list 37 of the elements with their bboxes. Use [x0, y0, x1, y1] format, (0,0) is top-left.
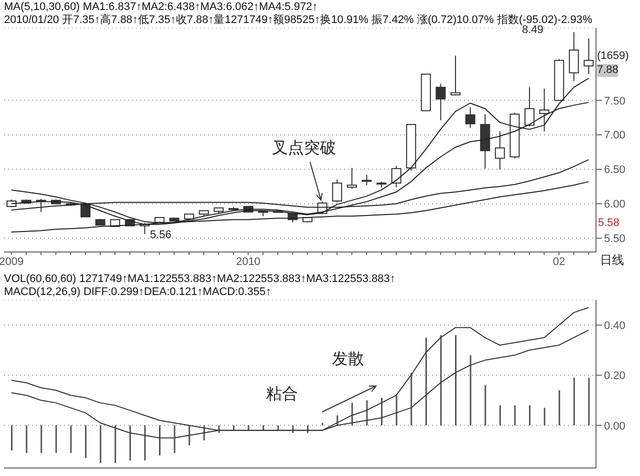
y-tick-label: 7.50	[604, 95, 626, 108]
candlestick	[391, 165, 402, 188]
text: MA(5,10,30,60) MA1:6.837↑MA2:6.438↑MA3:6.062↑MA4:5.972↑	[4, 1, 319, 14]
y-tick-label: 6.50	[604, 164, 626, 176]
x-tick-label: 02	[552, 256, 566, 268]
candlestick	[584, 38, 594, 75]
line-series	[10, 307, 590, 438]
candlestick	[450, 55, 460, 96]
annotation: 发散	[332, 351, 364, 370]
candlestick	[539, 88, 550, 132]
y-tick-label: 0.00	[604, 420, 626, 432]
text: VOL(60,60,60) 1271749↑MA1:122553.883↑MA2:122553.883↑MA3:122553.883↑	[4, 273, 396, 286]
annotation: 叉点突破	[272, 140, 336, 158]
candlestick	[494, 130, 505, 170]
y-tick-label: 0.20	[604, 370, 626, 382]
y-tick-label: 0.40	[604, 320, 626, 332]
candlestick	[465, 106, 476, 128]
text: 5.58	[598, 217, 620, 230]
x-tick-label: 2009	[0, 256, 24, 268]
text: 日线	[600, 253, 624, 268]
text: (1659)	[597, 50, 629, 63]
text: 2010/01/20 开7.35↑高7.88↑低7.35↑收7.88↑量1271749↑额98525↑换10.91% 振7.42% 涨(0.72)10.07% 指数(-95.02)-2.93%	[4, 14, 592, 26]
candlestick	[362, 174, 372, 186]
y-tick-label: 5.50	[604, 233, 626, 246]
text: MACD(12,26,9) DIFF:0.299↑DEA:0.121↑MACD:0.355↑	[4, 286, 272, 299]
annotation: 5.56	[150, 229, 172, 242]
annotation: 8.49	[522, 24, 544, 37]
y-tick-label: 6.00	[604, 198, 626, 211]
candlestick	[436, 83, 446, 121]
annotation: 粘合	[266, 386, 298, 404]
candlestick	[524, 86, 534, 128]
y-tick-label: 7.00	[604, 130, 626, 142]
text: 7.88	[597, 64, 618, 77]
x-tick-label: 2010	[236, 256, 260, 268]
candlestick	[332, 179, 342, 203]
candlestick	[346, 167, 357, 190]
candlestick	[568, 32, 579, 82]
